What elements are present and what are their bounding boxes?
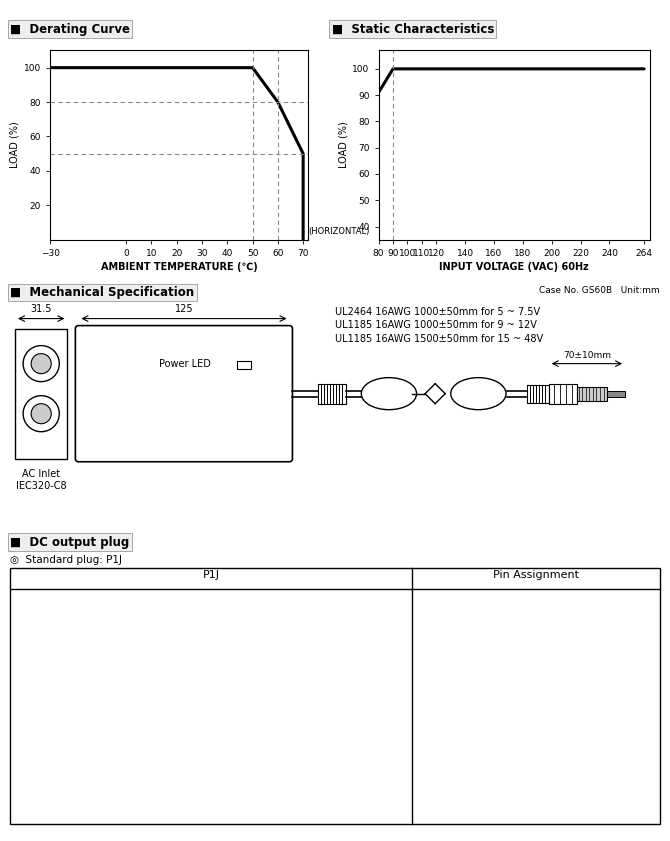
Text: ■  Static Characteristics: ■ Static Characteristics: [332, 23, 494, 35]
Circle shape: [125, 674, 143, 702]
Y-axis label: LOAD (%): LOAD (%): [338, 122, 348, 168]
Text: ■  Derating Curve: ■ Derating Curve: [10, 23, 130, 35]
Bar: [607, 391, 625, 397]
Bar: [577, 387, 607, 400]
Circle shape: [31, 404, 51, 424]
Ellipse shape: [25, 693, 76, 728]
Text: 125: 125: [175, 304, 193, 314]
Ellipse shape: [451, 378, 506, 410]
Text: (HORIZONTAL): (HORIZONTAL): [308, 227, 370, 236]
Bar: [549, 383, 577, 404]
FancyBboxPatch shape: [75, 325, 292, 462]
Text: UL1185 16AWG 1500±50mm for 15 ~ 48V: UL1185 16AWG 1500±50mm for 15 ~ 48V: [335, 334, 543, 344]
Text: 11±0.5mm: 11±0.5mm: [208, 622, 262, 632]
Text: C"+": C"+": [557, 651, 586, 661]
Text: ■  Mechanical Specification: ■ Mechanical Specification: [10, 286, 194, 299]
Bar: [71, 704, 79, 717]
Text: 2.1: 2.1: [127, 738, 141, 747]
Bar: [15, 329, 67, 458]
Text: P1J: P1J: [202, 570, 220, 580]
Text: ■  DC output plug: ■ DC output plug: [10, 536, 129, 548]
Text: Power LED: Power LED: [159, 358, 210, 368]
Polygon shape: [13, 666, 20, 755]
Text: UL2464 16AWG 1000±50mm for 5 ~ 7.5V: UL2464 16AWG 1000±50mm for 5 ~ 7.5V: [335, 307, 540, 317]
Circle shape: [31, 353, 51, 373]
X-axis label: INPUT VOLTAGE (VAC) 60Hz: INPUT VOLTAGE (VAC) 60Hz: [440, 262, 589, 272]
Text: Pin Assignment: Pin Assignment: [493, 570, 579, 580]
Circle shape: [507, 754, 517, 767]
Circle shape: [113, 651, 155, 725]
Text: AC Inlet: AC Inlet: [22, 468, 60, 479]
Y-axis label: LOAD (%): LOAD (%): [10, 122, 20, 168]
Text: 5.5: 5.5: [126, 628, 142, 638]
Circle shape: [23, 395, 59, 431]
Ellipse shape: [361, 378, 417, 410]
X-axis label: AMBIENT TEMPERATURE (℃): AMBIENT TEMPERATURE (℃): [101, 262, 257, 272]
Bar: [270, 680, 301, 725]
Text: 31.5: 31.5: [30, 304, 52, 314]
Circle shape: [500, 743, 524, 777]
Circle shape: [491, 732, 533, 789]
Circle shape: [527, 644, 545, 668]
Bar: [527, 384, 549, 403]
Text: Case No. GS60B   Unit:mm: Case No. GS60B Unit:mm: [539, 286, 660, 295]
Text: ◎  Standard plug: P1J: ◎ Standard plug: P1J: [10, 555, 122, 565]
Text: Outside: Outside: [420, 755, 464, 765]
Text: IEC320-C8: IEC320-C8: [16, 481, 66, 491]
Bar: [237, 361, 251, 368]
Text: 70±10mm: 70±10mm: [563, 351, 611, 360]
Text: Inside: Inside: [565, 755, 598, 765]
Text: 50: 50: [0, 388, 1, 399]
Text: UL1185 16AWG 1000±50mm for 9 ~ 12V: UL1185 16AWG 1000±50mm for 9 ~ 12V: [335, 320, 537, 331]
Bar: [318, 383, 346, 404]
Circle shape: [517, 629, 555, 683]
Bar: [200, 675, 270, 729]
Circle shape: [23, 346, 59, 382]
